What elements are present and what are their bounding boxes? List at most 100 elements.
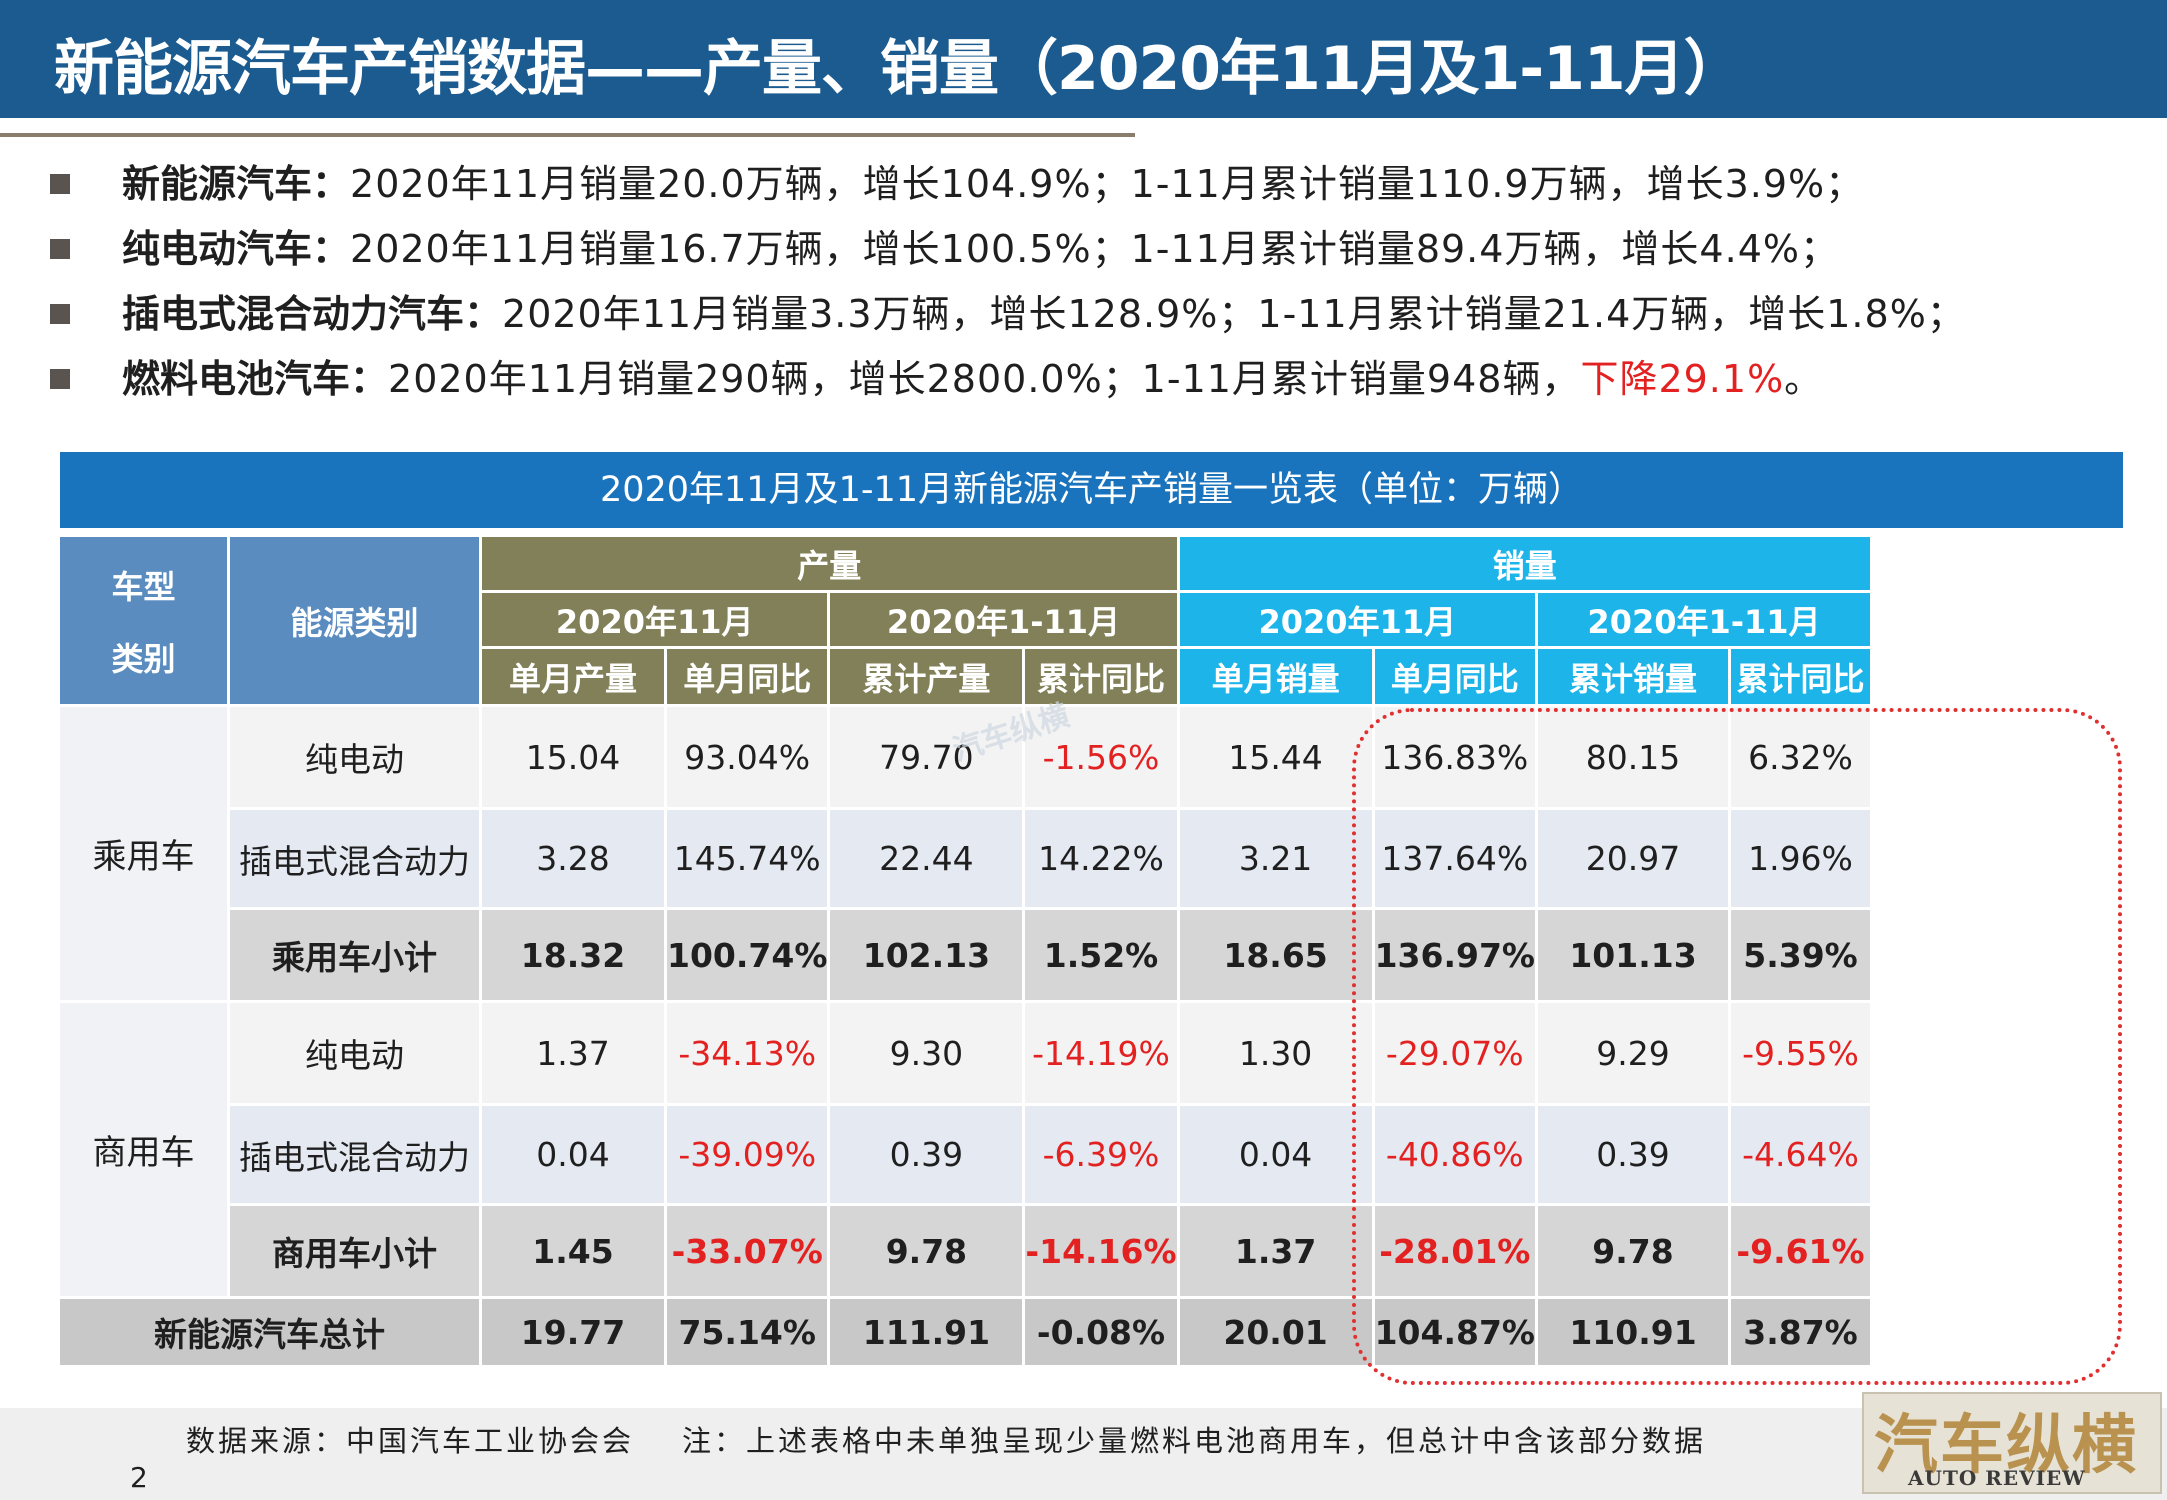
table-caption: 2020年11月及1-11月新能源汽车产销量一览表（单位：万辆） (60, 452, 2123, 528)
header-col: 单月同比 (667, 649, 828, 707)
table-row: 乘用车 纯电动 15.04 93.04% 79.70 -1.56% 15.44 136.83%… (60, 707, 1870, 1003)
bullet-text: 2020年11月销量3.3万辆，增长128.9%；1-11月累计销量21.4万辆… (502, 292, 1966, 336)
table-row: 商用车小计 1.45 -33.07% 9.78 -14.16% 1.37 -28.01% 9.… (60, 1206, 1870, 1299)
value-cell: 137.64% (1374, 810, 1535, 910)
value-cell: 145.74% (667, 810, 828, 910)
energy-type-cell: 插电式混合动力 (230, 810, 479, 910)
bullet-label: 燃料电池汽车： (122, 357, 389, 401)
nev-production-sales-table: 车型 类别 能源类别 产量 销量 2020年11月 2020年1-11月 202… (57, 537, 1873, 1365)
value-cell: 9.29 (1538, 1003, 1728, 1106)
energy-type-cell: 纯电动 (230, 707, 479, 810)
square-bullet-icon (50, 369, 70, 389)
total-value-cell: 3.87% (1731, 1299, 1870, 1365)
value-cell: 20.97 (1538, 810, 1728, 910)
header-sales: 销量 (1179, 537, 1870, 593)
header-col: 累计同比 (1731, 649, 1870, 707)
total-value-cell: 20.01 (1179, 1299, 1372, 1365)
energy-type-cell: 插电式混合动力 (230, 1106, 479, 1206)
data-table-container: 2020年11月及1-11月新能源汽车产销量一览表（单位：万辆） 车型 类别 能… (60, 452, 2123, 1365)
footer-text: 数据来源：中国汽车工业协会会 注：上述表格中未单独呈现少量燃料电池商用车，但总计中… (186, 1418, 1706, 1460)
value-cell: 18.65 (1179, 910, 1372, 1003)
value-cell: 15.44 (1179, 707, 1372, 810)
value-cell: 80.15 (1538, 707, 1728, 810)
value-cell: 0.39 (830, 1106, 1023, 1206)
value-cell: -29.07% (1374, 1003, 1535, 1106)
value-cell: 5.39% (1731, 910, 1870, 1003)
value-cell: 0.39 (1538, 1106, 1728, 1206)
bullet-highlight: 下降29.1% (1580, 357, 1785, 401)
header-production-nov: 2020年11月 (482, 593, 828, 649)
bullet-text: 2020年11月销量20.0万辆，增长104.9%；1-11月累计销量110.9… (350, 162, 1865, 206)
header-vehicle-type: 车型 类别 (60, 537, 227, 707)
vehicle-category-cell: 乘用车 (60, 707, 227, 1003)
total-value-cell: 75.14% (667, 1299, 828, 1365)
value-cell: 1.37 (1179, 1206, 1372, 1299)
value-cell: 79.70 (830, 707, 1023, 810)
value-cell: -4.64% (1731, 1106, 1870, 1206)
value-cell: -9.55% (1731, 1003, 1870, 1106)
value-cell: 100.74% (667, 910, 828, 1003)
value-cell: 1.45 (482, 1206, 664, 1299)
value-cell: 0.04 (482, 1106, 664, 1206)
header-production-ytd: 2020年1-11月 (830, 593, 1177, 649)
logo-text: 汽车纵横 (1874, 1408, 2138, 1483)
value-cell: 22.44 (830, 810, 1023, 910)
value-cell: -1.56% (1025, 707, 1177, 810)
total-value-cell: 104.87% (1374, 1299, 1535, 1365)
value-cell: 136.97% (1374, 910, 1535, 1003)
value-cell: 1.52% (1025, 910, 1177, 1003)
table-row: 插电式混合动力 3.28 145.74% 22.44 14.22% 3.21 137.64%… (60, 810, 1870, 910)
value-cell: 14.22% (1025, 810, 1177, 910)
value-cell: -14.19% (1025, 1003, 1177, 1106)
value-cell: 3.21 (1179, 810, 1372, 910)
header-col: 累计销量 (1538, 649, 1728, 707)
bullet-fcv: 燃料电池汽车：2020年11月销量290辆，增长2800.0%；1-11月累计销… (46, 347, 2156, 412)
value-cell: -34.13% (667, 1003, 828, 1106)
bullet-bev: 纯电动汽车：2020年11月销量16.7万辆，增长100.5%；1-11月累计销… (46, 217, 2156, 282)
auto-review-logo: 汽车纵横 AUTO REVIEW (1862, 1392, 2162, 1494)
footer-bar (0, 1408, 2167, 1500)
bullet-tail: 。 (1784, 357, 1824, 401)
energy-type-cell: 纯电动 (230, 1003, 479, 1106)
value-cell: 9.78 (1538, 1206, 1728, 1299)
value-cell: 1.37 (482, 1003, 664, 1106)
table-row: 插电式混合动力 0.04 -39.09% 0.39 -6.39% 0.04 -40.86% 0… (60, 1106, 1870, 1206)
page-title: 新能源汽车产销数据——产量、销量（2020年11月及1-11月） (54, 34, 1744, 104)
header-col: 累计产量 (830, 649, 1023, 707)
table-row: 商用车 纯电动 1.37 -34.13% 9.30 -14.19% 1.30 -29.07% 9… (60, 1003, 1870, 1299)
square-bullet-icon (50, 304, 70, 324)
square-bullet-icon (50, 239, 70, 259)
value-cell: 1.30 (1179, 1003, 1372, 1106)
footnote: 注：上述表格中未单独呈现少量燃料电池商用车，但总计中含该部分数据 (682, 1424, 1707, 1458)
total-row: 新能源汽车总计 19.77 75.14% 111.91 -0.08% 20.01 104.8… (60, 1299, 1870, 1365)
value-cell: -33.07% (667, 1206, 828, 1299)
energy-type-cell: 商用车小计 (230, 1206, 479, 1299)
header-col: 单月销量 (1179, 649, 1372, 707)
header-production: 产量 (482, 537, 1177, 593)
value-cell: -40.86% (1374, 1106, 1535, 1206)
value-cell: 9.30 (830, 1003, 1023, 1106)
total-value-cell: -0.08% (1025, 1299, 1177, 1365)
value-cell: 101.13 (1538, 910, 1728, 1003)
square-bullet-icon (50, 174, 70, 194)
value-cell: -28.01% (1374, 1206, 1535, 1299)
bullet-text: 2020年11月销量290辆，增长2800.0%；1-11月累计销量948辆， (388, 357, 1581, 401)
total-value-cell: 110.91 (1538, 1299, 1728, 1365)
value-cell: 9.78 (830, 1206, 1023, 1299)
header-sales-nov: 2020年11月 (1179, 593, 1535, 649)
value-cell: 3.28 (482, 810, 664, 910)
value-cell: -14.16% (1025, 1206, 1177, 1299)
bullet-text: 2020年11月销量16.7万辆，增长100.5%；1-11月累计销量89.4万… (350, 227, 1839, 271)
total-value-cell: 111.91 (830, 1299, 1023, 1365)
value-cell: 1.96% (1731, 810, 1870, 910)
header-sales-ytd: 2020年1-11月 (1538, 593, 1870, 649)
title-divider (0, 133, 1135, 137)
bullet-phev: 插电式混合动力汽车：2020年11月销量3.3万辆，增长128.9%；1-11月… (46, 282, 2156, 347)
logo-subtext: AUTO REVIEW (1908, 1466, 2086, 1490)
title-bar: 新能源汽车产销数据——产量、销量（2020年11月及1-11月） (0, 0, 2167, 118)
value-cell: 93.04% (667, 707, 828, 810)
value-cell: 102.13 (830, 910, 1023, 1003)
data-source: 数据来源：中国汽车工业协会会 (186, 1424, 635, 1458)
vehicle-category-cell: 商用车 (60, 1003, 227, 1299)
header-col: 累计同比 (1025, 649, 1177, 707)
